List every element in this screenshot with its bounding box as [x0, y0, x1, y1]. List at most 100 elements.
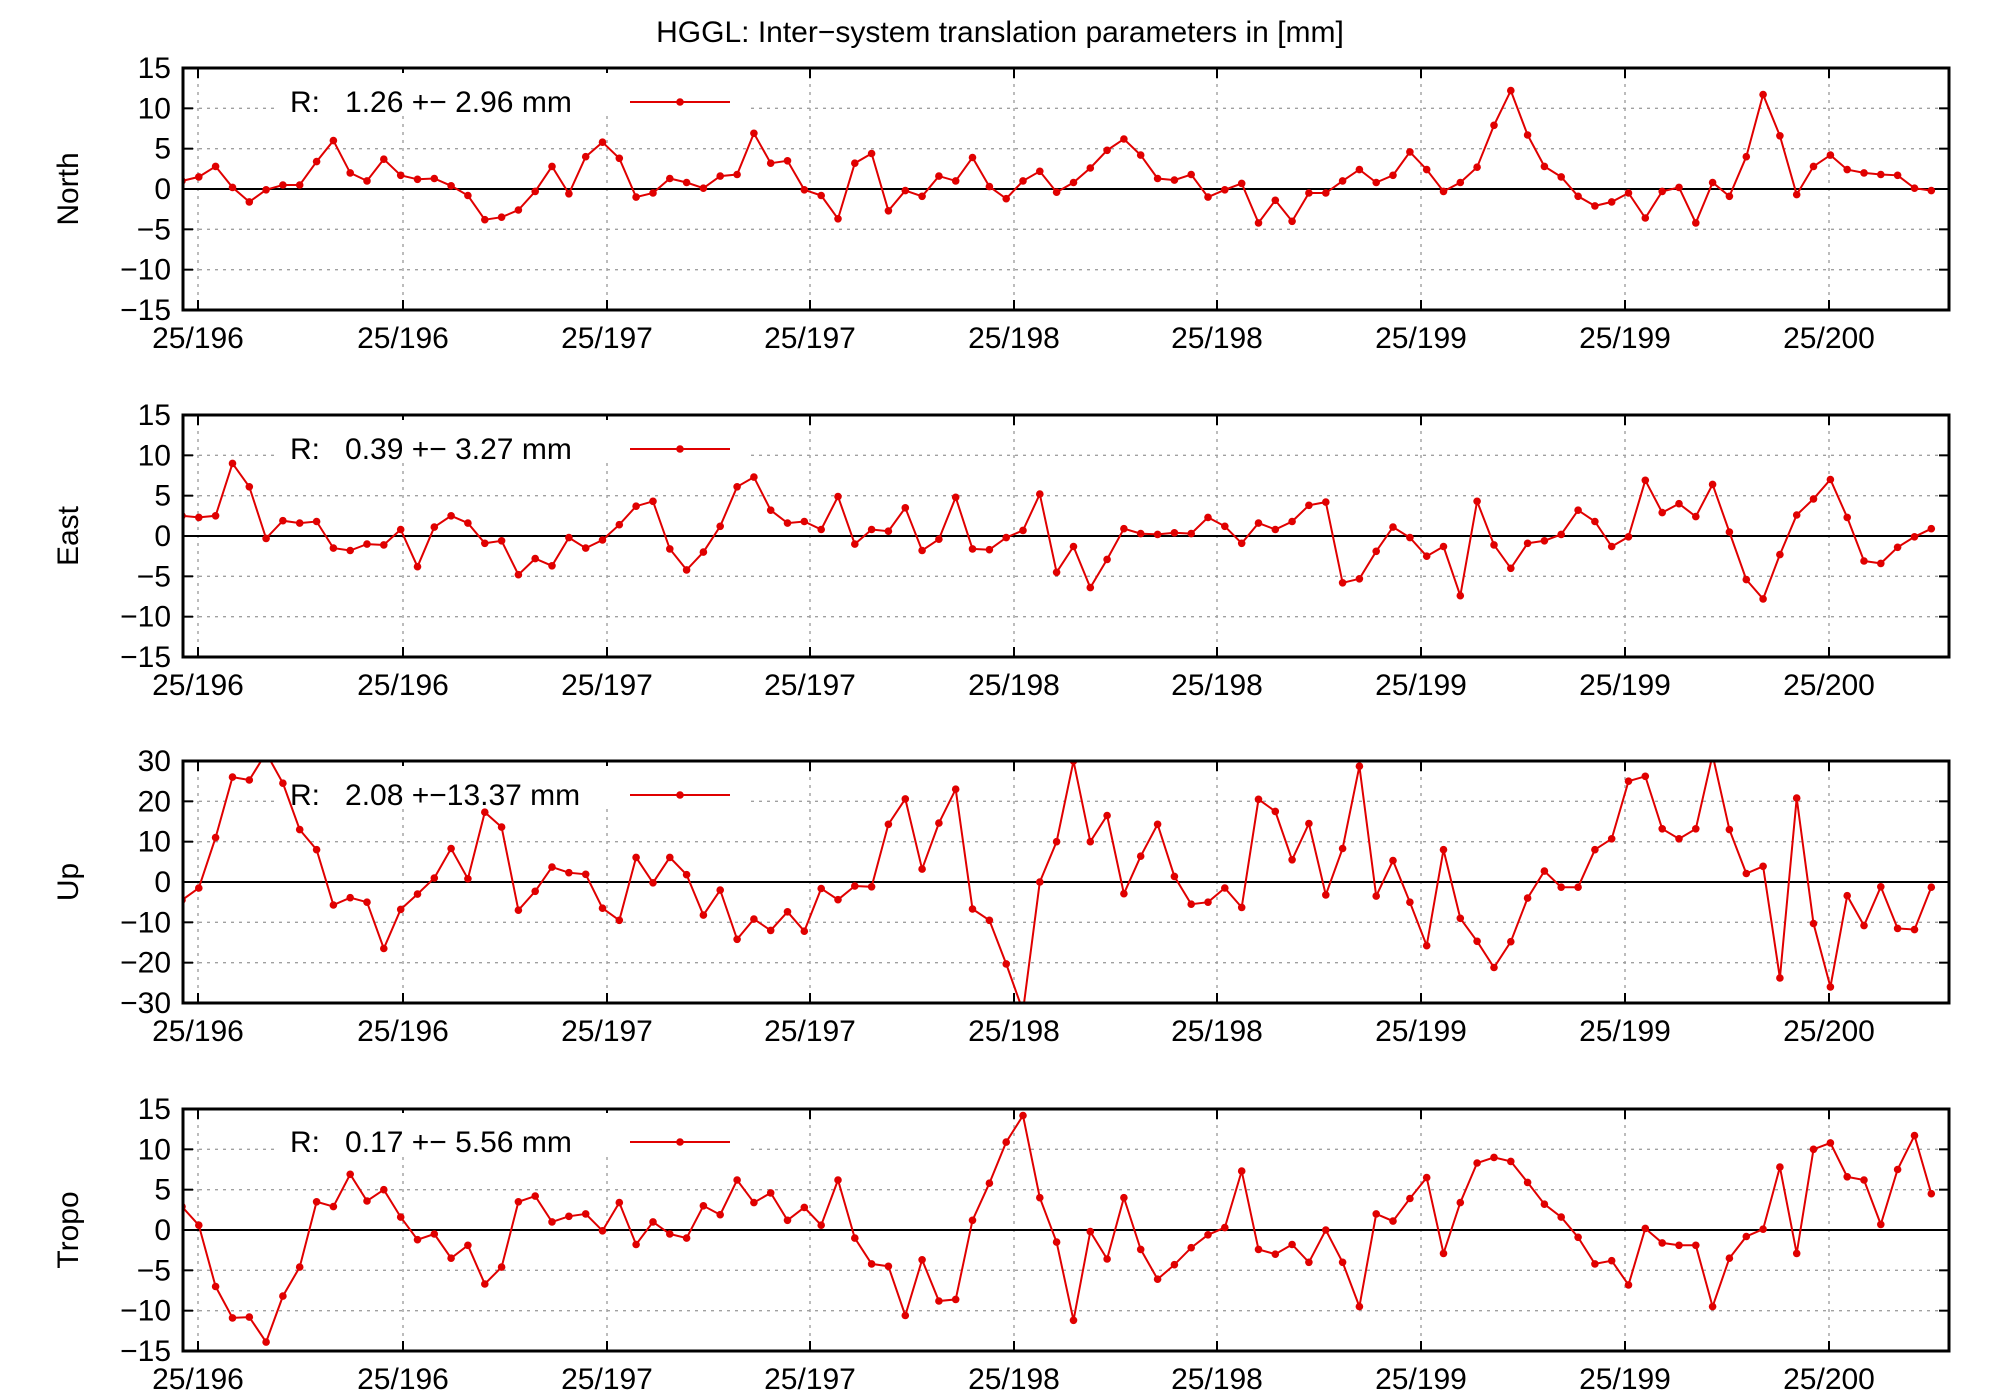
data-point: [1052, 188, 1061, 196]
data-point: [396, 905, 405, 914]
data-point: [1103, 1255, 1111, 1263]
data-point: [1692, 512, 1700, 521]
data-point: [901, 795, 910, 803]
data-point: [1523, 539, 1532, 548]
data-point: [1910, 925, 1919, 934]
data-point: [1305, 501, 1313, 510]
data-point: [565, 533, 573, 542]
data-point: [228, 459, 237, 468]
data-point: [1893, 924, 1902, 933]
data-point: [1910, 184, 1919, 192]
data-point: [581, 152, 590, 161]
data-point: [1742, 869, 1751, 878]
x-tick-label: 25/197: [764, 1015, 856, 1048]
data-point: [1591, 1260, 1599, 1268]
data-point: [867, 149, 876, 158]
data-point: [1052, 837, 1061, 846]
data-point: [1422, 1173, 1431, 1182]
data-point: [951, 1295, 960, 1304]
data-point: [1692, 825, 1700, 833]
data-point: [1372, 178, 1380, 187]
data-point: [1490, 541, 1498, 549]
y-axis-label: North: [52, 152, 85, 225]
data-point: [867, 883, 876, 891]
data-point: [1809, 162, 1818, 171]
data-point: [1776, 132, 1784, 140]
data-point: [1843, 165, 1851, 174]
data-point: [1422, 165, 1431, 174]
x-tick-label: 25/199: [1579, 669, 1671, 702]
data-point: [1086, 1227, 1095, 1236]
data-point: [295, 519, 304, 527]
data-point: [750, 473, 758, 481]
data-point: [682, 178, 691, 187]
data-point: [1826, 1139, 1835, 1147]
data-point: [901, 186, 910, 195]
x-tick-label: 25/197: [561, 1363, 653, 1396]
legend-label: R: 0.39 +− 3.27 mm: [290, 433, 572, 466]
data-point: [396, 1213, 405, 1221]
data-point: [329, 1202, 338, 1211]
data-point: [1742, 1232, 1751, 1241]
data-point: [1120, 524, 1128, 533]
data-point: [901, 1311, 910, 1320]
data-point: [1709, 751, 1717, 759]
x-tick-label: 25/198: [1171, 322, 1263, 355]
data-point: [1490, 121, 1498, 130]
data-point: [195, 173, 203, 181]
data-point: [430, 874, 439, 882]
data-point: [1860, 557, 1868, 565]
data-point: [1759, 862, 1767, 871]
data-point: [716, 1210, 724, 1219]
data-point: [1103, 555, 1111, 564]
y-tick-label: −20: [120, 947, 171, 980]
data-point: [1725, 528, 1734, 536]
data-point: [581, 544, 590, 552]
data-point: [481, 1280, 489, 1288]
data-point: [716, 522, 724, 531]
data-point: [1221, 884, 1229, 892]
data-point: [245, 483, 254, 491]
data-point: [851, 159, 859, 167]
data-point: [1809, 495, 1818, 503]
x-tick-label: 25/199: [1375, 669, 1467, 702]
data-point: [951, 785, 960, 793]
data-point: [1742, 575, 1751, 584]
data-point: [1456, 591, 1465, 600]
data-point: [1927, 186, 1936, 195]
data-point: [531, 887, 539, 896]
y-tick-label: 0: [154, 173, 171, 206]
data-point: [413, 175, 422, 184]
data-point: [1221, 1223, 1229, 1232]
data-point: [867, 1260, 876, 1268]
data-point: [1910, 533, 1919, 541]
x-tick-label: 25/196: [357, 669, 449, 702]
data-point: [1658, 1239, 1666, 1247]
x-tick-label: 25/199: [1375, 1015, 1467, 1048]
data-point: [783, 519, 792, 527]
data-point: [1776, 550, 1784, 559]
y-tick-label: 10: [138, 1133, 171, 1166]
data-point: [1187, 1243, 1195, 1252]
data-point: [1355, 762, 1364, 770]
x-tick-label: 25/200: [1783, 1015, 1875, 1048]
data-point: [1288, 1240, 1296, 1249]
data-point: [1591, 845, 1599, 854]
data-point: [834, 215, 842, 223]
series-east: [183, 459, 1936, 603]
data-point: [295, 181, 304, 189]
data-point: [1422, 941, 1431, 950]
data-point: [1136, 852, 1145, 860]
data-point: [1237, 539, 1246, 548]
data-point: [1103, 146, 1111, 155]
data-point: [817, 1221, 825, 1229]
x-tick-label: 25/197: [764, 322, 856, 355]
data-point: [817, 884, 825, 893]
data-point: [884, 527, 893, 535]
data-point: [1187, 900, 1195, 908]
data-point: [1170, 176, 1179, 184]
data-point: [1473, 163, 1481, 171]
data-point: [1523, 131, 1532, 139]
data-point: [1288, 217, 1296, 226]
y-tick-label: −10: [120, 906, 171, 939]
